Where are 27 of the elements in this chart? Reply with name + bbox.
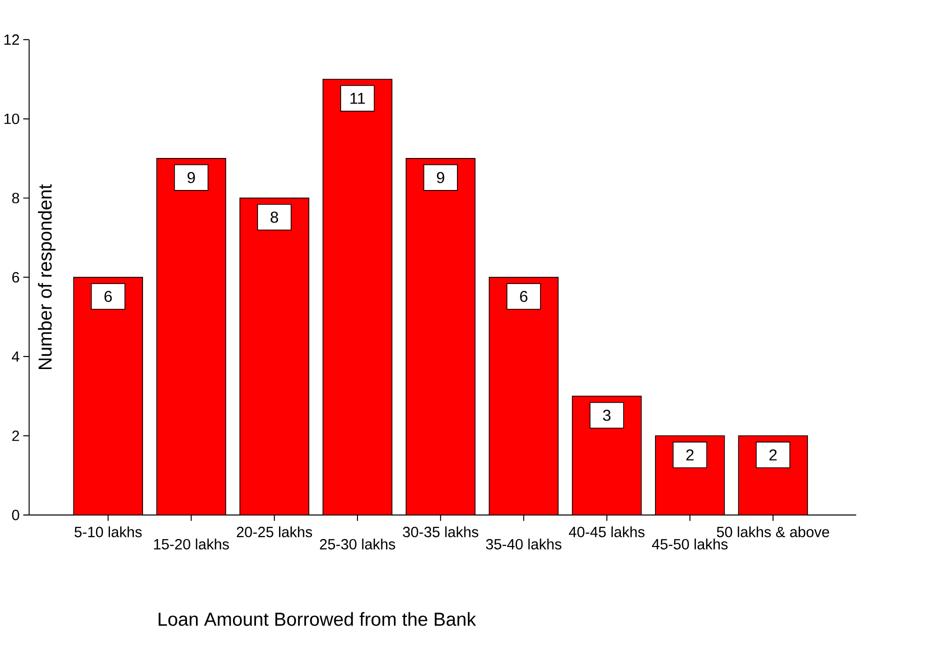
x-tick-label: 15-20 lakhs [154, 538, 229, 550]
data-label: 8 [270, 212, 278, 223]
y-tick-label: 2 [12, 430, 20, 442]
data-label: 11 [350, 93, 365, 104]
y-tick-label: 0 [12, 510, 20, 520]
y-tick-label: 6 [12, 272, 20, 283]
x-tick-label: 35-40 lakhs [486, 538, 562, 550]
y-tick-label: 10 [4, 114, 20, 124]
data-label: 9 [436, 172, 444, 184]
x-tick-label: 45-50 lakhs [652, 538, 728, 550]
data-label: 2 [686, 450, 694, 461]
x-tick-label: 50 lakhs & above [716, 526, 830, 538]
x-tick-label: 20-25 lakhs [236, 526, 312, 538]
x-tick-label: 5-10 lakhs [74, 526, 142, 538]
x-axis-title: Loan Amount Borrowed from the Bank [158, 612, 476, 626]
x-tick-label: 25-30 lakhs [320, 538, 396, 550]
y-tick-label: 12 [4, 34, 20, 45]
data-label: 2 [769, 450, 777, 461]
x-tick-label: 40-45 lakhs [568, 526, 644, 538]
y-tick-label: 8 [12, 193, 20, 204]
y-axis-title: Number of respondent [38, 184, 56, 370]
x-tick-label: 30-35 lakhs [402, 526, 478, 538]
y-tick-label: 4 [12, 352, 20, 362]
data-label: 6 [104, 291, 112, 302]
data-label: 9 [188, 172, 195, 184]
data-label: 6 [520, 291, 528, 302]
data-label: 3 [603, 410, 610, 422]
